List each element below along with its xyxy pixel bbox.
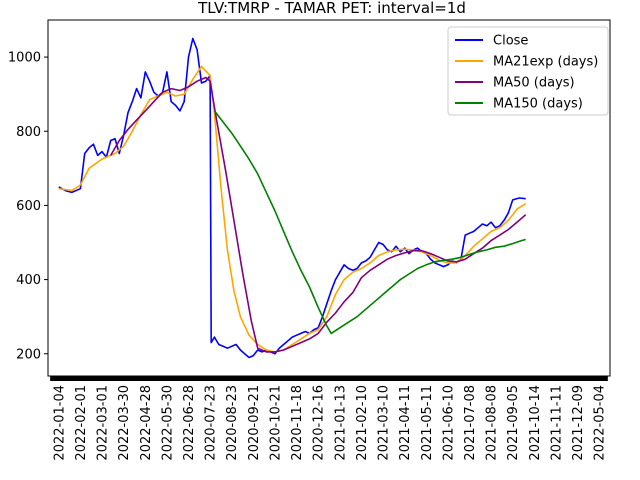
x-tick-label: 2022-01-04 <box>52 385 67 461</box>
x-tick-label: 2021-03-10 <box>377 385 392 461</box>
legend: Close MA21exp (days) MA50 (days) MA150 (day… <box>447 26 609 116</box>
plot-area: 200 400 600 800 1000 2022-01-04 2022-02-01 2022… <box>8 19 611 461</box>
series-line-3 <box>110 76 527 353</box>
legend-entry: Close <box>493 34 528 49</box>
x-tick-label: 2021-10-14 <box>528 385 543 461</box>
x-tick-label: 2020-07-23 <box>204 385 219 461</box>
legend-entry: MA21exp (days) <box>493 55 598 70</box>
x-tick-label: 2021-07-08 <box>463 385 478 461</box>
x-tick-label: 2021-04-11 <box>398 385 413 461</box>
legend-entry: MA50 (days) <box>493 76 575 91</box>
x-minor-tick-band <box>50 376 608 381</box>
x-tick-label: 2022-05-04 <box>593 385 608 461</box>
x-tick-label: 2021-08-08 <box>485 385 500 461</box>
series-line-4 <box>213 110 526 335</box>
legend-entry: MA150 (days) <box>493 97 583 112</box>
x-tick-label: 2021-02-10 <box>355 385 370 461</box>
x-tick-label: 2021-12-09 <box>571 385 586 461</box>
x-tick-label: 2021-01-13 <box>333 385 348 461</box>
x-tick-label: 2020-08-23 <box>225 385 240 461</box>
x-tick-label: 2020-12-16 <box>312 385 327 461</box>
x-tick-label: 2020-11-18 <box>290 385 305 461</box>
x-tick-label: 2022-05-30 <box>160 385 175 461</box>
x-tick-label: 2021-05-11 <box>420 385 435 461</box>
x-tick-label: 2021-06-10 <box>441 385 456 461</box>
y-tick-label: 1000 <box>8 51 41 66</box>
series-line-1 <box>58 37 526 359</box>
x-tick-label: 2022-06-28 <box>182 385 197 461</box>
x-tick-label: 2022-03-01 <box>96 385 111 461</box>
y-tick-label: 200 <box>16 347 41 362</box>
x-tick-label: 2022-04-28 <box>139 385 154 461</box>
series-line-2 <box>58 65 527 353</box>
x-tick-label: 2022-03-30 <box>117 385 132 461</box>
y-tick-label: 600 <box>16 199 41 214</box>
x-tick-label: 2022-02-01 <box>74 385 89 461</box>
y-tick-label: 400 <box>16 273 41 288</box>
x-tick-label: 2020-10-21 <box>269 385 284 461</box>
x-tick-label: 2021-11-11 <box>550 385 565 461</box>
x-tick-label: 2020-09-21 <box>247 385 262 461</box>
chart-title: TLV:TMRP - TAMAR PET: interval=1d <box>197 0 466 17</box>
legend-box <box>447 26 609 116</box>
x-tick-label: 2021-09-05 <box>506 385 521 461</box>
y-tick-label: 800 <box>16 125 41 140</box>
